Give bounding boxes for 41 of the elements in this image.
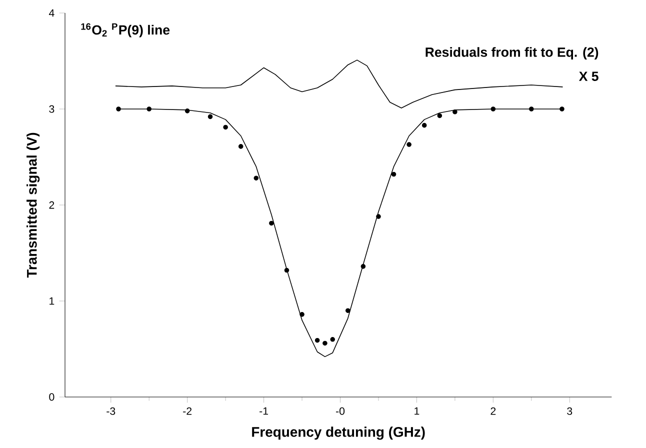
x-tick-label: 3 xyxy=(567,407,572,415)
point xyxy=(422,122,427,128)
annotation: X 5 xyxy=(578,72,598,81)
point xyxy=(452,109,458,114)
x-tick-label: -3 xyxy=(106,407,116,415)
x-tick-label: -0 xyxy=(336,407,345,415)
point xyxy=(146,106,152,112)
annotation: Residuals from fit to Eq. (2) xyxy=(426,47,598,60)
point xyxy=(406,142,412,147)
x-tick-label: 1 xyxy=(414,407,420,415)
x-axis-title: Frequency detuning (GHz) xyxy=(252,426,425,440)
point xyxy=(314,338,320,343)
point xyxy=(529,106,534,112)
y-tick-label: 4 xyxy=(48,9,54,17)
point xyxy=(322,340,328,346)
y-tick-label: 1 xyxy=(50,297,54,305)
point xyxy=(330,337,335,342)
point xyxy=(346,308,350,313)
point xyxy=(208,114,213,120)
text: $^{16}$O$_{2}$ $^{P}$P(9) line xyxy=(81,23,170,38)
point xyxy=(269,220,274,226)
x-tick-label: -1 xyxy=(260,407,268,415)
point xyxy=(360,264,366,269)
y-tick-label: 2 xyxy=(49,201,54,209)
x-tick-label: 2 xyxy=(490,407,496,415)
y-tick-label: 0 xyxy=(49,393,54,401)
point xyxy=(184,108,190,114)
point xyxy=(238,144,244,149)
y-tick-label: 3 xyxy=(49,105,54,113)
point xyxy=(284,268,290,273)
point xyxy=(560,106,564,112)
point xyxy=(391,172,396,177)
y-axis-title: Transmitted signal (V) xyxy=(26,132,40,278)
point xyxy=(300,312,304,317)
point xyxy=(223,124,228,130)
point xyxy=(254,176,259,181)
point xyxy=(376,214,381,219)
point xyxy=(116,106,121,112)
x-tick-label: -2 xyxy=(183,407,192,415)
point xyxy=(437,113,442,118)
point xyxy=(490,106,496,112)
